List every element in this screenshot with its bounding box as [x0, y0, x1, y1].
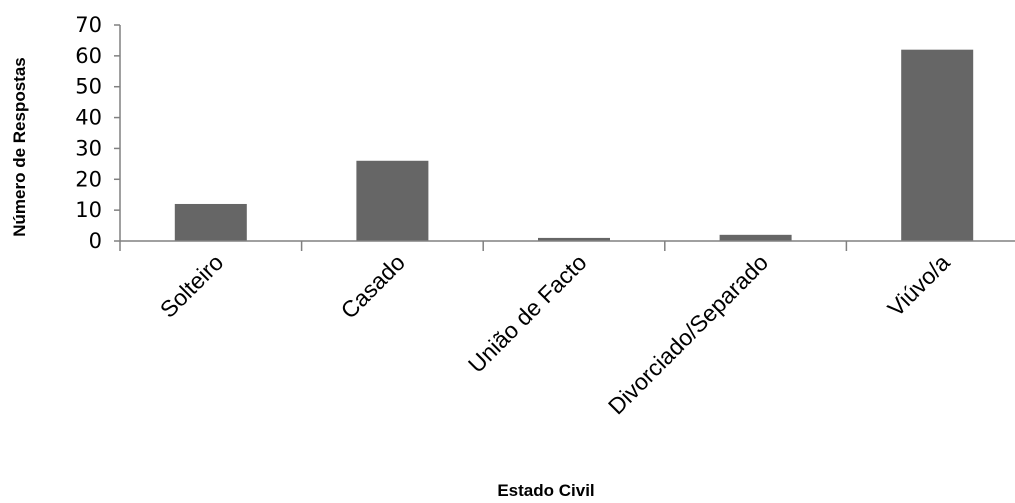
- x-category-label: Divorciado/Separado: [603, 249, 773, 419]
- bar: [174, 203, 247, 241]
- y-tick-label: 60: [75, 44, 102, 68]
- x-axis-ticks: [119, 241, 848, 251]
- y-tick-label: 10: [75, 198, 102, 222]
- bar: [356, 160, 429, 241]
- x-category-label: Solteiro: [155, 249, 229, 323]
- x-axis-title: Estado Civil: [497, 481, 594, 500]
- x-category-label: Casado: [335, 249, 409, 323]
- y-tick-label: 30: [75, 136, 102, 160]
- y-tick-label: 70: [75, 13, 102, 37]
- x-category-label: União de Facto: [463, 249, 592, 378]
- x-axis-category-labels: Solteiro Casado União de Facto Divorciado/S…: [155, 249, 955, 419]
- y-axis-ticks: 0 10 20 30 40 50 60 70: [75, 13, 120, 253]
- y-tick-label: 0: [89, 229, 102, 253]
- y-tick-label: 40: [75, 106, 102, 130]
- y-axis-title: Número de Respostas: [10, 57, 29, 237]
- y-tick-label: 20: [75, 167, 102, 191]
- bar: [719, 234, 792, 241]
- bar: [901, 49, 974, 241]
- x-category-label: Viúvo/a: [882, 249, 954, 321]
- bars: [174, 49, 974, 241]
- y-tick-label: 50: [75, 75, 102, 99]
- bar: [538, 237, 610, 241]
